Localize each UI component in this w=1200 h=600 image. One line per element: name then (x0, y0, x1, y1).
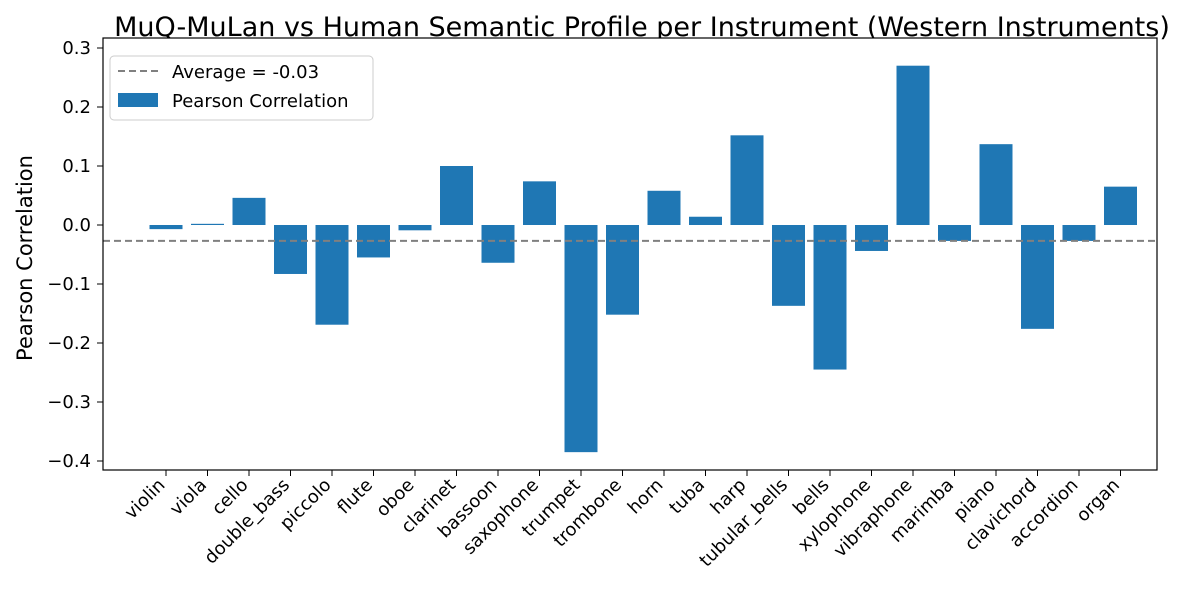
y-tick-label: 0.1 (62, 156, 91, 177)
bar-piano (979, 144, 1013, 225)
x-tick-label-flute: flute (333, 475, 377, 519)
x-tick-label-horn: horn (624, 475, 668, 519)
y-tick-label: −0.1 (47, 274, 91, 295)
bar-harp (730, 135, 764, 225)
y-tick-label: −0.2 (47, 333, 91, 354)
legend-bar-swatch (118, 93, 158, 107)
y-axis: −0.4 −0.3 −0.2 −0.1 0.0 0.1 0.2 0.3 (47, 38, 103, 472)
bar-viola (191, 223, 224, 225)
x-tick-label-organ: organ (1072, 475, 1124, 527)
bar-violin (149, 225, 183, 230)
bar-clarinet (440, 166, 473, 225)
bar-marimba (938, 225, 971, 241)
bar-saxophone (523, 181, 556, 225)
bar-organ (1104, 186, 1137, 225)
bar-horn (647, 190, 681, 225)
y-tick-label: −0.4 (47, 451, 91, 472)
y-tick-label: 0.3 (62, 38, 91, 59)
bars-layer (149, 65, 1137, 453)
bar-double_bass (274, 225, 307, 274)
x-tick-label-violin: violin (121, 475, 170, 524)
legend-box (109, 55, 374, 121)
y-axis-label: Pearson Correlation (13, 155, 37, 361)
bar-piccolo (315, 225, 349, 325)
legend-average-label: Average = -0.03 (172, 62, 319, 83)
bar-trombone (606, 225, 639, 315)
bar-bells (813, 225, 847, 370)
bar-cello (232, 197, 266, 225)
bar-trumpet (564, 225, 598, 453)
y-tick-label: 0.2 (62, 97, 91, 118)
bar-clavichord (1021, 225, 1054, 329)
bar-tuba (689, 216, 722, 225)
bar-tubular_bells (772, 225, 805, 306)
y-tick-label: −0.3 (47, 392, 91, 413)
y-tick-label: 0.0 (62, 215, 91, 236)
x-tick-label-viola: viola (166, 475, 211, 520)
legend-bar-label: Pearson Correlation (172, 91, 349, 112)
x-axis: violinviolacellodouble_basspiccolofluteo… (121, 470, 1124, 571)
x-tick-label-tuba: tuba (665, 475, 709, 519)
bar-oboe (398, 225, 432, 231)
bar-vibraphone (896, 65, 930, 225)
bar-xylophone (855, 225, 888, 251)
plot-frame (102, 37, 1158, 471)
bar-accordion (1062, 225, 1096, 241)
bar-bassoon (481, 225, 515, 263)
legend: Average = -0.03 Pearson Correlation (109, 55, 374, 121)
